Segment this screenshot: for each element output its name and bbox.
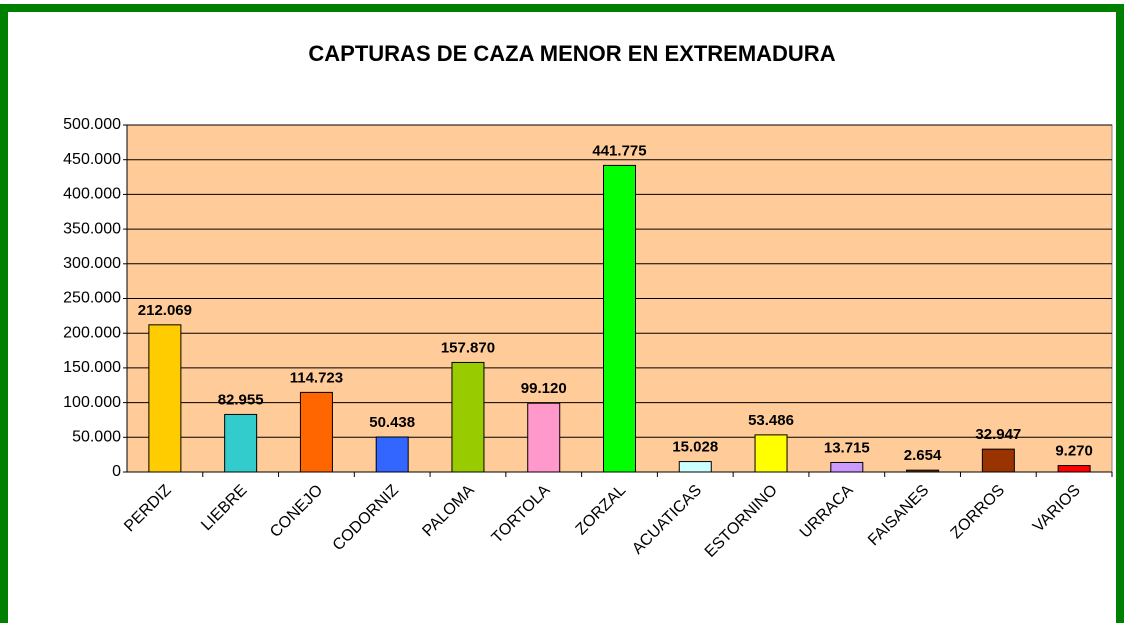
- data-label: 212.069: [138, 302, 192, 319]
- bar: [527, 402, 561, 473]
- bar: [451, 361, 485, 473]
- bar: [906, 469, 940, 473]
- data-label: 15.028: [672, 439, 718, 456]
- data-label: 53.486: [748, 412, 794, 429]
- bar: [1057, 465, 1091, 473]
- bar: [981, 448, 1015, 473]
- bar: [375, 436, 409, 473]
- y-tick-label: 400.000: [63, 186, 121, 203]
- data-label: 157.870: [441, 339, 495, 356]
- y-tick-label: 100.000: [63, 394, 121, 411]
- bar: [224, 413, 258, 473]
- data-label: 441.775: [592, 142, 646, 159]
- y-tick-label: 450.000: [63, 151, 121, 168]
- y-tick-label: 350.000: [63, 220, 121, 237]
- bar: [754, 434, 788, 473]
- y-tick-label: 300.000: [63, 255, 121, 272]
- data-label: 13.715: [824, 439, 870, 456]
- y-tick-label: 50.000: [72, 429, 121, 446]
- bar: [678, 461, 712, 473]
- y-tick-label: 200.000: [63, 324, 121, 341]
- data-label: 114.723: [290, 369, 343, 386]
- y-tick-label: 0: [112, 463, 121, 480]
- bar: [148, 324, 182, 473]
- chart-title: CAPTURAS DE CAZA MENOR EN EXTREMADURA: [308, 41, 835, 66]
- data-label: 50.438: [369, 414, 415, 431]
- data-label: 2.654: [904, 447, 942, 464]
- bar: [830, 461, 864, 473]
- y-tick-label: 500.000: [63, 116, 121, 133]
- bar: [299, 391, 333, 473]
- y-tick-label: 150.000: [63, 359, 121, 376]
- data-label: 82.955: [218, 391, 264, 408]
- frame: [0, 4, 1124, 623]
- data-label: 32.947: [975, 426, 1021, 443]
- y-tick-label: 250.000: [63, 290, 121, 307]
- data-label: 9.270: [1055, 443, 1093, 460]
- bar: [603, 164, 636, 473]
- data-label: 99.120: [521, 380, 567, 397]
